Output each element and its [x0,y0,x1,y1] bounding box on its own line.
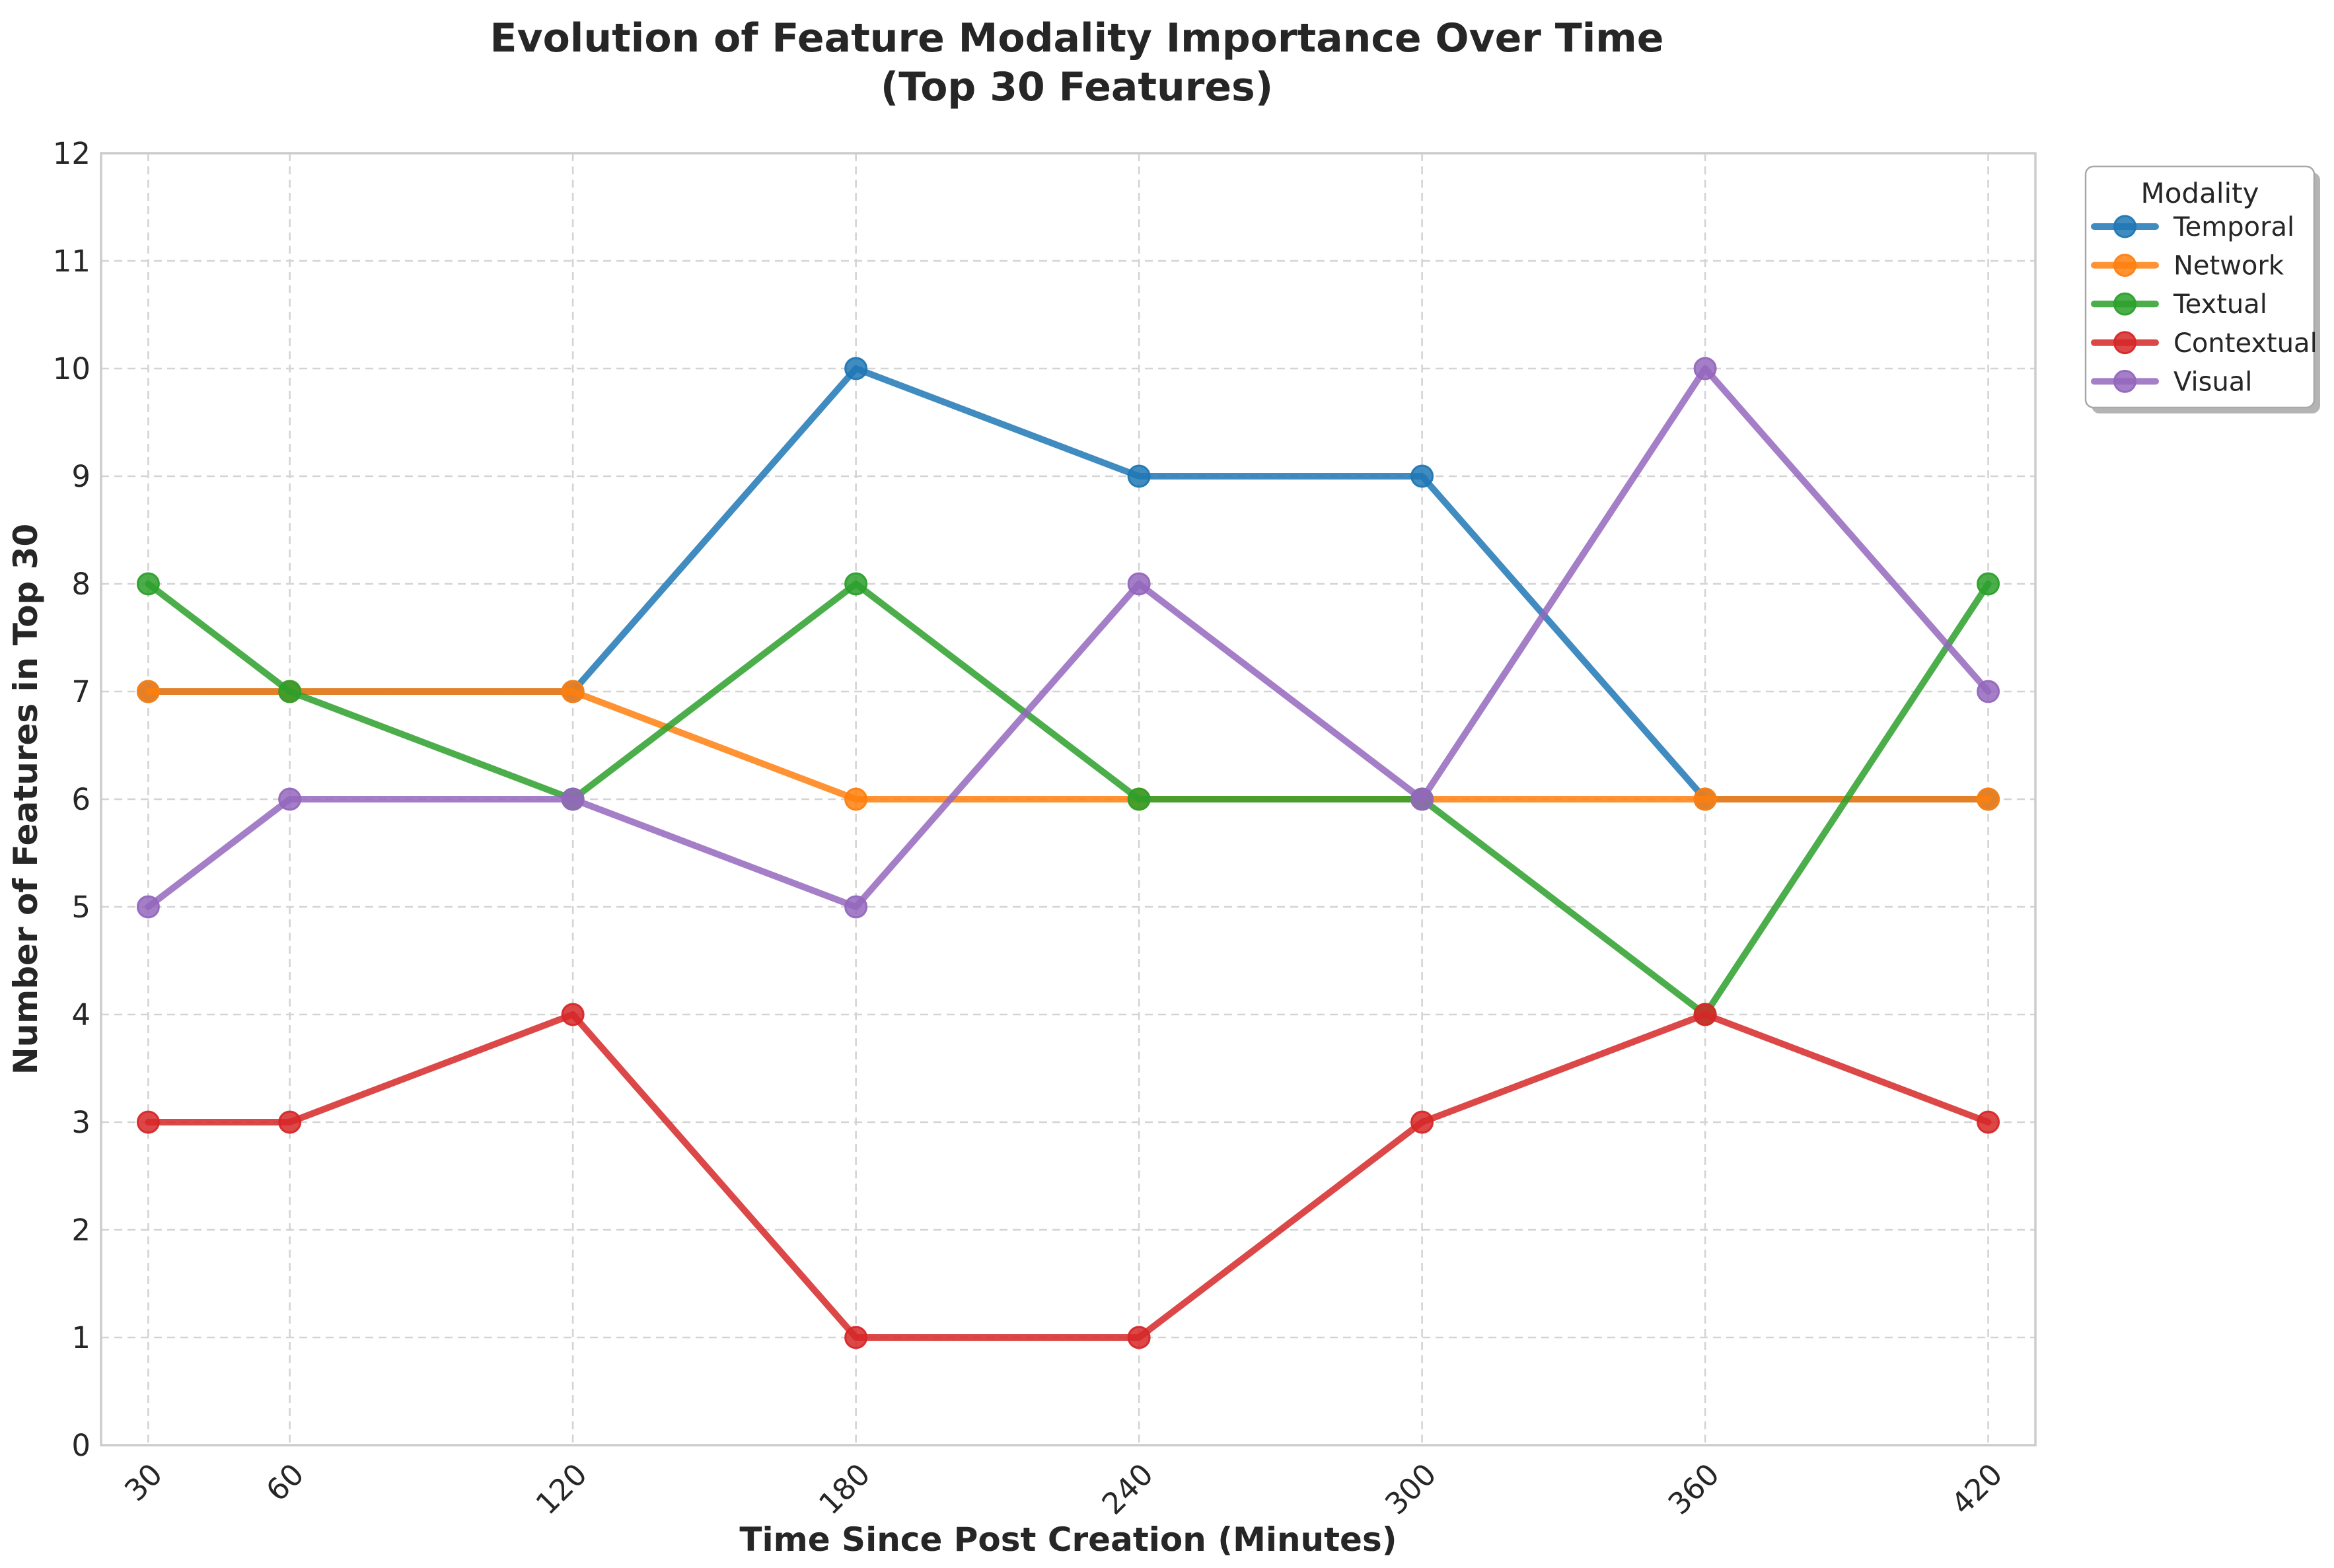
legend-item-textual: Textual [2091,289,2267,320]
series-line-contextual [145,1011,1992,1341]
series-contextual [136,1003,2000,1349]
data-point [1410,787,1434,811]
x-tick-label: 30 [118,1456,169,1508]
legend-item-visual: Visual [2091,367,2252,397]
y-tick-label: 5 [71,890,91,925]
x-tick-labels: 30 60 120 180 240 300 360 420 [118,1456,2009,1521]
data-point [1410,464,1434,488]
data-point [278,1110,302,1134]
data-point [1977,1110,2000,1134]
data-point [561,1003,585,1026]
data-point [278,680,302,703]
x-tick-label: 360 [1661,1456,1726,1521]
legend-marker [2113,369,2136,393]
data-point [1693,357,1717,380]
y-tick-label: 3 [71,1105,91,1140]
series-line-visual [145,365,1992,910]
x-tick-label: 180 [812,1456,877,1521]
legend-title: Modality [2141,177,2259,209]
x-tick-label: 300 [1378,1456,1443,1521]
y-tick-label: 11 [53,244,91,279]
legend-marker [2113,292,2136,316]
data-point [844,572,868,596]
data-point [136,572,160,596]
x-tick-label: 240 [1095,1456,1160,1521]
chart-title-line1: Evolution of Feature Modality Importance… [490,15,1663,61]
data-point [1977,680,2000,703]
legend-item-temporal: Temporal [2091,212,2294,242]
series-lines [136,357,2000,1349]
x-tick-label: 120 [529,1456,594,1521]
y-tick-label: 0 [71,1428,91,1463]
x-tick-label: 420 [1944,1456,2009,1521]
series-line-network [145,688,1992,802]
data-point [1127,464,1151,488]
legend-item-label: Temporal [2173,212,2294,242]
y-tick-label: 4 [71,997,91,1032]
legend-item-contextual: Contextual [2091,328,2317,359]
y-tick-label: 1 [71,1320,91,1355]
y-tick-label: 8 [71,567,91,602]
data-point [844,895,868,919]
data-point [1127,787,1151,811]
data-point [1127,572,1151,596]
y-tick-label: 9 [71,459,91,494]
legend-item-label: Visual [2173,367,2252,397]
data-point [278,787,302,811]
data-point [561,787,585,811]
series-line-textual [145,581,1992,1018]
y-tick-label: 6 [71,782,91,817]
x-tick-label: 60 [259,1456,310,1508]
legend-item-label: Network [2173,251,2284,281]
data-point [844,787,868,811]
legend-marker [2113,331,2136,355]
data-point [1127,1326,1151,1349]
data-point [136,895,160,919]
series-visual [136,357,2000,919]
data-point [1977,572,2000,596]
legend-item-label: Textual [2173,289,2267,320]
legend-item-network: Network [2091,251,2284,281]
data-point [561,680,585,703]
x-axis-label: Time Since Post Creation (Minutes) [739,1520,1397,1559]
legend-item-label: Contextual [2173,328,2317,359]
data-point [1410,1110,1434,1134]
legend-marker [2113,215,2136,238]
y-tick-label: 12 [53,136,91,171]
data-point [844,357,868,380]
legend-marker [2113,254,2136,277]
data-point [136,1110,160,1134]
data-point [1693,1003,1717,1026]
y-tick-label: 7 [71,674,91,709]
y-tick-label: 2 [71,1213,91,1248]
data-point [1693,787,1717,811]
data-point [1977,787,2000,811]
chart-title-line2: (Top 30 Features) [881,64,1273,110]
data-point [136,680,160,703]
data-point [844,1326,868,1349]
y-axis-label: Number of Features in Top 30 [7,524,45,1075]
y-tick-label: 10 [53,351,91,386]
plot-border [100,152,2037,1446]
